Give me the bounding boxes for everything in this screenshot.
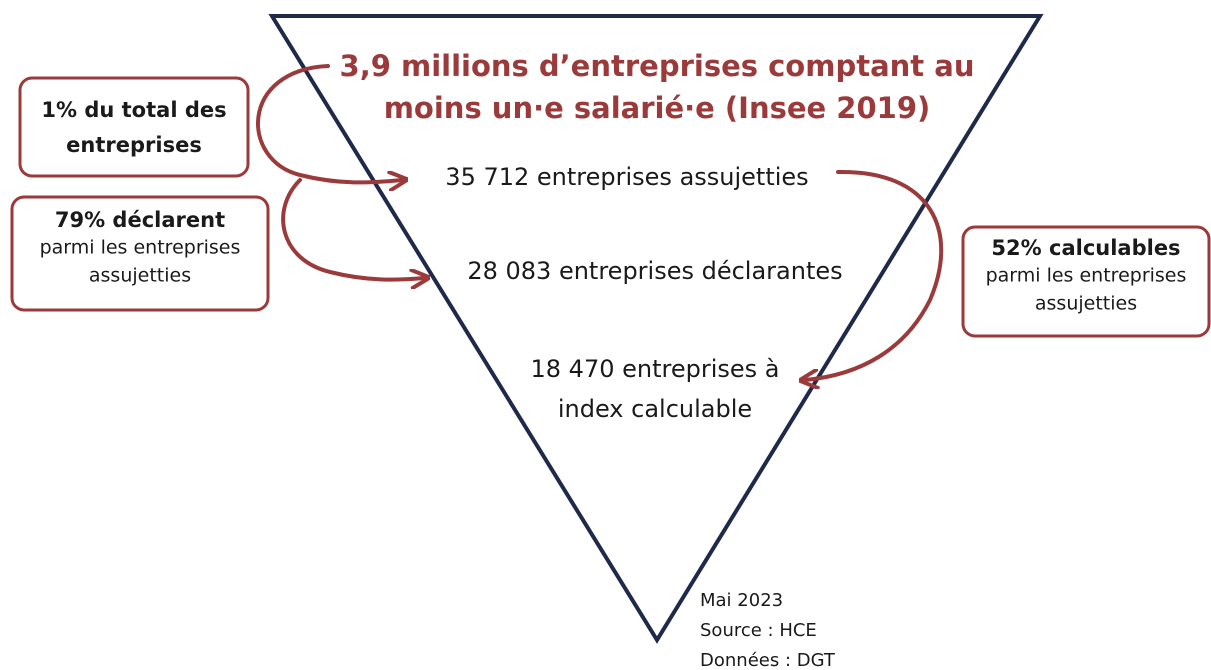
level-label: 28 083 entreprises déclarantes [467, 257, 842, 285]
arrow [281, 178, 424, 280]
callout-box [18, 76, 250, 178]
level-label: 18 470 entreprises à [531, 355, 780, 383]
arrow [256, 64, 402, 182]
callout-text: assujetties [89, 265, 191, 287]
footer-text: Source : HCE [700, 620, 817, 641]
arrow [805, 169, 944, 380]
footer-text: Mai 2023 [700, 590, 783, 611]
callout-text: parmi les entreprises [986, 265, 1187, 287]
title: 3,9 millions d’entreprises comptant au [340, 49, 975, 83]
callout-box [961, 225, 1211, 338]
callout-box [10, 195, 270, 312]
callout-heading: entreprises [66, 133, 202, 157]
callout-text: parmi les entreprises [40, 237, 241, 259]
callout-heading: 1% du total des [41, 98, 226, 122]
title: moins un·e salarié·e (Insee 2019) [384, 91, 931, 125]
callout-text: assujetties [1035, 293, 1137, 315]
callout-heading: 52% calculables [991, 236, 1180, 260]
funnel [268, 14, 1044, 644]
level-label: 35 712 entreprises assujetties [445, 163, 808, 191]
footer-text: Données : DGT [700, 650, 836, 670]
level-label: index calculable [558, 395, 752, 423]
callout-heading: 79% déclarent [55, 208, 225, 232]
